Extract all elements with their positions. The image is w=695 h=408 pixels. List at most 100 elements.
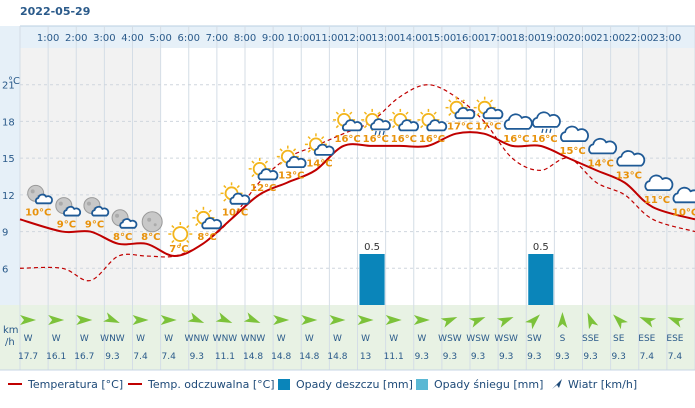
weather-forecast-chart: °C21 18 15 12 9 6 1:00 2:00 3:00 4:00 5:00 6:00 7:00… — [0, 25, 695, 371]
cloud-shape — [229, 192, 251, 205]
sun-ray — [363, 111, 368, 115]
sun-ray — [363, 125, 368, 129]
moon-crater — [86, 201, 91, 206]
sun-ray — [307, 149, 311, 153]
sun-ray — [279, 161, 283, 165]
wind-speed-label: 9.3 — [499, 352, 513, 362]
cloud-shape — [531, 111, 561, 128]
sun-ray — [461, 99, 465, 103]
moon-crater — [147, 217, 152, 222]
sun-icon — [168, 222, 193, 247]
wind-direction-label: WNW — [241, 334, 266, 344]
moon-disc — [141, 211, 163, 233]
wind-arrow-shape — [132, 315, 149, 325]
cloudy-icon — [560, 125, 589, 143]
wind-arrow-shape — [667, 316, 685, 328]
wind-speed-label: 17.7 — [18, 352, 38, 362]
sun-disc — [172, 226, 189, 242]
partly-cloudy-icon — [220, 182, 251, 205]
wind-arrow-icon — [552, 379, 562, 389]
wind-direction-label: WNW — [100, 334, 125, 344]
sun-ray — [392, 125, 396, 129]
sun-ray — [264, 160, 268, 164]
temperature-label: 9°C — [57, 220, 76, 231]
wind-arrow-icon — [468, 316, 486, 328]
wind-arrow-icon — [413, 315, 430, 325]
wind-speed-label: 13 — [360, 352, 371, 362]
legend-feels-like-swatch — [128, 383, 142, 385]
wind-direction-label: W — [24, 334, 33, 344]
wind-direction-label: W — [361, 334, 370, 344]
wind-arrow-icon — [301, 315, 318, 325]
wind-arrow-shape — [496, 316, 514, 328]
wind-arrow-icon — [76, 315, 93, 325]
wind-arrow-icon — [103, 312, 120, 324]
temperature-label: 16°C — [363, 134, 389, 145]
sun-ray — [251, 173, 255, 178]
wind-arrow-icon — [187, 312, 205, 324]
cloudy-icon — [672, 186, 695, 204]
rain-bar — [359, 254, 385, 305]
wind-arrow-shape — [273, 315, 290, 325]
rain-bar — [528, 254, 554, 305]
rain-label: 0.5 — [533, 242, 549, 253]
partly-cloudy-icon — [248, 157, 279, 181]
sun-ray — [476, 112, 480, 116]
wind-arrow-icon — [613, 314, 628, 330]
cloud-shape — [342, 119, 363, 132]
wind-arrow-shape — [357, 315, 374, 325]
hour-label: 14:00 — [399, 33, 428, 44]
rain-drop — [549, 128, 552, 134]
cloud-shape — [285, 155, 307, 169]
wind-speed-label: 9.3 — [415, 352, 429, 362]
cloud-shape — [616, 150, 646, 167]
hour-label: 10:00 — [287, 33, 316, 44]
wind-arrow-shape — [103, 312, 120, 324]
temperature-label: 16°C — [531, 134, 557, 145]
sun-ray — [448, 99, 452, 103]
sun-ray — [489, 99, 493, 103]
wind-direction-label: SW — [527, 334, 542, 344]
sun-ray — [292, 148, 297, 152]
temperature-label: 16°C — [503, 134, 529, 145]
hour-label: 19:00 — [540, 33, 569, 44]
y-axis-band — [0, 26, 20, 305]
wind-speed-label: 7.4 — [668, 352, 683, 362]
cloud-shape — [560, 125, 589, 143]
temperature-label: 12°C — [250, 183, 276, 194]
wind-direction-label: ESE — [666, 334, 683, 344]
wind-arrow-shape — [557, 312, 568, 328]
wind-arrow-icon — [525, 314, 540, 330]
legend-temperature-swatch — [8, 383, 22, 385]
wind-direction-label: W — [389, 334, 398, 344]
partly-cloudy-icon — [276, 145, 307, 169]
cloud-shape — [119, 218, 138, 229]
moon-crater — [153, 223, 157, 227]
cloud-shape — [257, 168, 279, 181]
y-tick-label: 12 — [2, 191, 15, 202]
rain-drop — [545, 128, 548, 134]
sun-ray — [335, 111, 339, 115]
cloud-shape — [644, 174, 674, 191]
cloud-shape — [370, 118, 391, 131]
wind-arrow-icon — [440, 316, 458, 328]
wind-arrow-shape — [385, 315, 402, 325]
wind-arrow-shape — [160, 315, 177, 325]
hour-label: 11:00 — [315, 33, 344, 44]
moon-crater — [115, 213, 120, 218]
sun-ray — [171, 225, 175, 229]
wind-arrow-shape — [243, 312, 261, 324]
wind-arrow-icon — [329, 315, 346, 325]
sun-ray — [279, 148, 283, 152]
hour-label: 3:00 — [93, 33, 115, 44]
wind-speed-label: 9.3 — [583, 352, 597, 362]
partly-cloudy-icon — [445, 96, 476, 120]
sun-ray — [171, 239, 175, 244]
temperature-label: 7°C — [169, 244, 188, 255]
wind-arrow-icon — [557, 312, 568, 328]
hour-label: 8:00 — [234, 33, 256, 44]
cloud-shape — [503, 113, 533, 130]
wind-arrow-shape — [187, 312, 205, 324]
rain-drop — [541, 128, 544, 134]
night-partly-cloudy-icon — [55, 197, 82, 217]
